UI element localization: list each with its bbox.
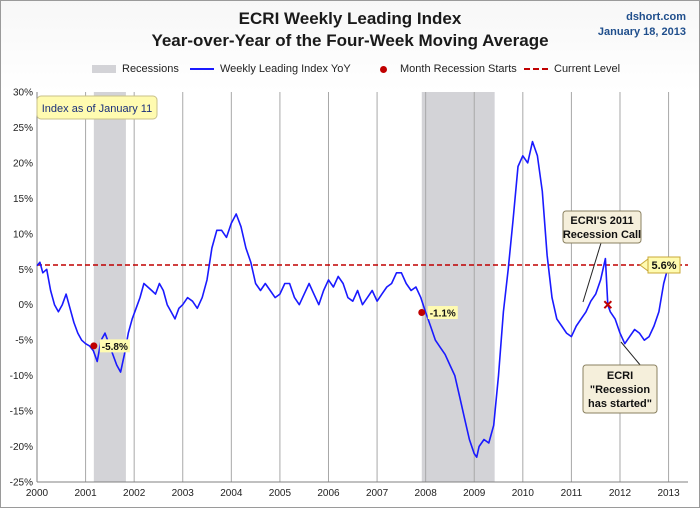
legend-item-current-level: Current Level (524, 63, 620, 75)
x-tick-label-2006: 2006 (317, 488, 340, 499)
x-tick-label-2001: 2001 (74, 488, 97, 499)
x-tick-label-2008: 2008 (415, 488, 438, 499)
chart-title: ECRI Weekly Leading Index Year-over-Year… (0, 8, 700, 52)
recession-start-markers: -5.8% -1.1% (90, 300, 613, 353)
ecri-started-line2: "Recession (590, 384, 651, 396)
ecri-call-marker (603, 300, 613, 309)
y-tick-label-0: 0% (19, 300, 34, 311)
legend-swatch-current-level (524, 68, 548, 70)
y-tick-label-25: 25% (13, 123, 33, 134)
source-name: dshort.com (626, 11, 686, 23)
legend-item-recession-starts: Month Recession Starts (372, 63, 517, 75)
y-tick-label-10: 10% (13, 229, 33, 240)
ecri-started-line3: has started" (588, 398, 652, 410)
recession-start-marker-2 (418, 309, 426, 317)
chart-title-line2: Year-over-Year of the Four-Week Moving A… (151, 31, 549, 50)
y-tick-label--25: -25% (10, 478, 33, 489)
recession-start-label-1: -5.8% (102, 342, 128, 353)
source-block: dshort.com January 18, 2013 (598, 10, 686, 40)
ecri-call-box (562, 210, 642, 244)
x-tick-label-2010: 2010 (512, 488, 535, 499)
y-tick-label--20: -20% (10, 442, 33, 453)
recession-bands (93, 92, 495, 482)
annotations: Index as of January 11 5.6% ECRI'S 2011 … (36, 95, 681, 414)
ecri-call-leader (582, 242, 602, 303)
index-date-box: Index as of January 11 (36, 95, 158, 120)
recession-start-label-2: -1.1% (430, 309, 456, 320)
recession-start-label-bg-2 (427, 306, 458, 320)
index-date-text: Index as of January 11 (42, 103, 152, 115)
chart-title-line1: ECRI Weekly Leading Index (238, 9, 462, 28)
legend-label-recession-starts: Month Recession Starts (400, 63, 517, 75)
legend-item-recessions: Recessions (92, 63, 179, 75)
ecri-call-line1: ECRI'S 2011 (570, 215, 633, 227)
current-value-callout: 5.6% (639, 256, 681, 274)
ecri-started-box (582, 364, 658, 414)
x-tick-label-2012: 2012 (609, 488, 632, 499)
x-tick-label-2004: 2004 (220, 488, 243, 499)
ecri-call-line2: Recession Call (563, 229, 641, 241)
y-tick-label--10: -10% (10, 371, 33, 382)
ecri-started-leader (620, 341, 642, 367)
y-tick-label-15: 15% (13, 194, 33, 205)
legend-label-current-level: Current Level (554, 63, 621, 75)
ecri-started-callout: ECRI "Recession has started" (582, 341, 658, 414)
legend-label-series: Weekly Leading Index YoY (220, 63, 351, 75)
y-tick-label--5: -5% (15, 336, 33, 347)
recession-band-1 (93, 92, 126, 482)
series-line-weekly-leading-index (36, 140, 670, 458)
legend: Recessions Weekly Leading Index YoY Mont… (0, 63, 700, 79)
recession-band-2 (421, 92, 495, 482)
x-tick-label-2005: 2005 (269, 488, 292, 499)
y-tick-label--15: -15% (10, 407, 33, 418)
x-tick-label-2000: 2000 (26, 488, 49, 499)
x-tick-label-2002: 2002 (123, 488, 146, 499)
legend-swatch-recessions (92, 65, 116, 73)
legend-item-series: Weekly Leading Index YoY (190, 63, 351, 75)
current-value-text: 5.6% (651, 260, 676, 272)
recession-start-label-bg-1 (99, 339, 130, 353)
grid-lines (85, 92, 670, 482)
source-date: January 18, 2013 (597, 26, 686, 38)
legend-swatch-marker (380, 65, 387, 73)
y-tick-label-5: 5% (19, 265, 34, 276)
x-tick-label-2003: 2003 (172, 488, 195, 499)
current-value-box (647, 256, 681, 274)
legend-label-recessions: Recessions (122, 63, 179, 75)
x-tick-label-2011: 2011 (561, 488, 583, 499)
x-tick-label-2009: 2009 (463, 488, 486, 499)
recession-start-marker-1 (90, 342, 98, 350)
y-tick-label-20: 20% (13, 158, 33, 169)
y-tick-label-30: 30% (13, 88, 33, 99)
legend-swatch-series (190, 68, 214, 70)
ecri-started-line1: ECRI (607, 370, 633, 382)
current-value-pointer (639, 258, 649, 272)
x-tick-label-2007: 2007 (366, 488, 389, 499)
axis-tick-labels: 2000 2001 2002 2003 2004 2005 2006 2007 2008 2009… (10, 88, 680, 500)
ecri-call-callout: ECRI'S 2011 Recession Call (562, 210, 642, 303)
index-date-box-bg (36, 95, 158, 120)
x-tick-label-2013: 2013 (657, 488, 680, 499)
